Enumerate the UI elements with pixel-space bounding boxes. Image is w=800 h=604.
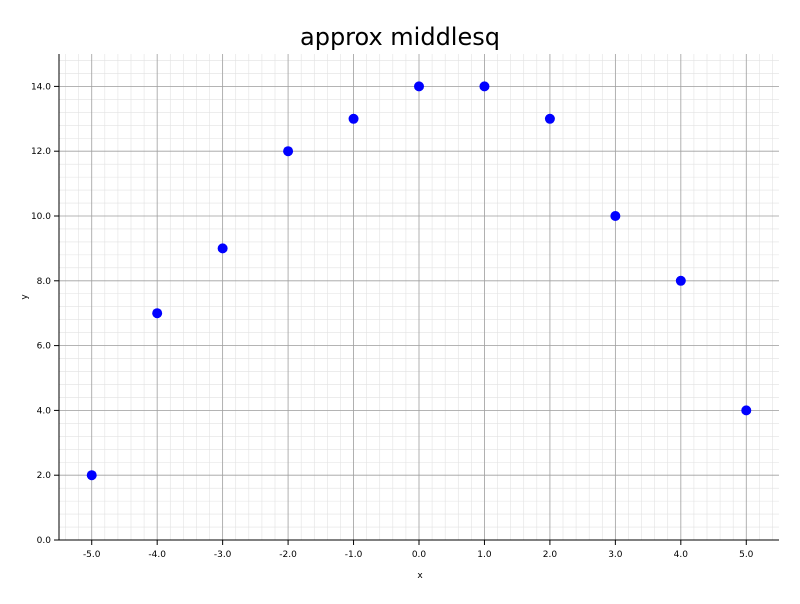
data-point [544, 113, 555, 124]
x-tick-label: 4.0 [674, 550, 689, 560]
chart-title: approx middlesq [300, 23, 500, 51]
x-tick-label: -2.0 [279, 550, 297, 560]
data-point [479, 81, 490, 92]
y-tick-label: 6.0 [37, 342, 52, 352]
data-points [86, 81, 752, 481]
x-tick-label: 1.0 [477, 550, 492, 560]
data-point [86, 470, 97, 481]
x-axis-ticks: -5.0 -4.0 -3.0 -2.0 -1.0 0.0 1.0 2.0 3.0 4.0 5.0 [83, 540, 754, 560]
y-tick-label: 12.0 [31, 147, 51, 157]
y-tick-label: 8.0 [37, 277, 52, 287]
data-point [610, 211, 621, 221]
y-tick-label: 10.0 [31, 212, 51, 222]
x-axis-label: x [417, 571, 423, 581]
data-point [675, 275, 686, 286]
x-tick-label: 3.0 [608, 550, 623, 560]
y-tick-label: 0.0 [37, 536, 52, 546]
x-tick-label: 5.0 [739, 550, 754, 560]
data-point [414, 81, 424, 92]
x-tick-label: -5.0 [83, 550, 101, 560]
x-tick-label: -4.0 [148, 550, 166, 560]
data-point [741, 405, 752, 416]
y-tick-label: 2.0 [37, 471, 52, 481]
data-point [348, 113, 359, 124]
x-tick-label: -1.0 [345, 550, 363, 560]
y-axis-label: y [20, 294, 30, 300]
data-point [217, 243, 228, 254]
data-point [283, 146, 294, 157]
y-tick-label: 4.0 [37, 406, 52, 416]
y-tick-label: 14.0 [31, 82, 51, 92]
major-gridlines [59, 54, 779, 541]
x-tick-label: 0.0 [412, 550, 427, 560]
x-tick-label: -3.0 [214, 550, 232, 560]
data-point [152, 308, 163, 319]
y-axis-ticks: 0.0 2.0 4.0 6.0 8.0 10.0 12.0 14.0 [31, 82, 59, 546]
x-tick-label: 2.0 [543, 550, 558, 560]
